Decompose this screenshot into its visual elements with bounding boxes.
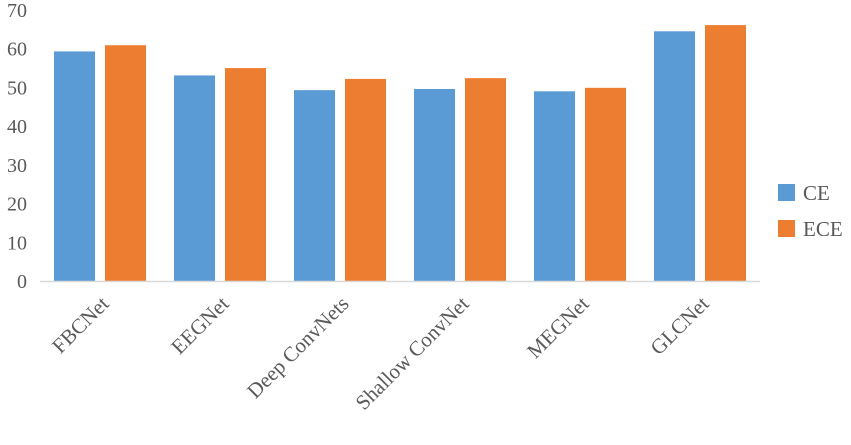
x-tick-label: EEGNet [166,291,233,358]
bar-ece-eegnet [225,68,266,281]
y-tick-label: 70 [7,0,27,22]
legend-label-ece: ECE [803,217,843,241]
bar-ce-eegnet [174,75,215,281]
y-tick-label: 50 [7,77,27,99]
bar-ce-glcnet [654,31,695,281]
legend-swatch-ece [778,220,795,237]
bar-ece-shallow-convnet [465,78,506,281]
x-tick-label: FBCNet [47,291,114,358]
y-axis-ticks: 0 10 20 30 40 50 60 70 [7,0,27,293]
y-tick-label: 40 [7,116,27,138]
bar-ece-glcnet [705,25,746,281]
legend: CE ECE [778,181,843,241]
y-tick-label: 0 [17,271,27,293]
y-tick-label: 10 [7,232,27,254]
legend-swatch-ce [778,184,795,201]
bar-ce-megnet [534,91,575,281]
bar-ece-deep-convnets [345,78,386,281]
bars [54,25,746,282]
bar-ce-deep-convnets [294,90,335,281]
bar-ce-fbcnet [54,51,95,281]
bar-ce-shallow-convnet [414,88,455,281]
bar-ece-megnet [585,87,626,282]
x-tick-label: GLCNet [645,291,713,359]
y-tick-label: 30 [7,155,27,177]
x-tick-label: MEGNet [522,291,594,363]
y-tick-label: 20 [7,194,27,216]
x-tick-label: Shallow ConvNet [351,291,474,414]
x-tick-label: Deep ConvNets [242,292,353,403]
bar-ece-fbcnet [105,45,146,282]
y-tick-label: 60 [7,39,27,61]
legend-label-ce: CE [803,181,830,205]
